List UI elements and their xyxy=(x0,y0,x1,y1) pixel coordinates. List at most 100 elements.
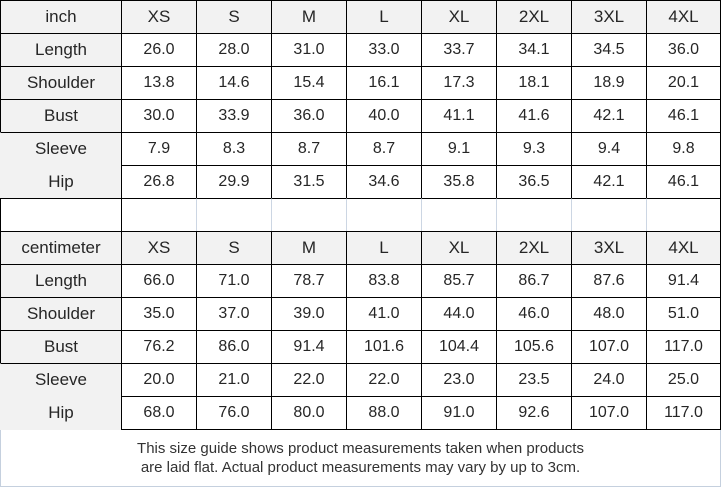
value-cell: 41.1 xyxy=(421,99,496,132)
value-cell: 107.0 xyxy=(571,330,646,363)
row-label-cell: Sleeve xyxy=(0,363,121,396)
size-header-cell: 2XL xyxy=(496,231,571,264)
note-line-2: are laid flat. Actual product measuremen… xyxy=(140,459,581,476)
measurement-row: Bust 76.2 86.0 91.4 101.6 104.4 105.6 107.0 117.… xyxy=(0,330,721,363)
value-cell: 8.7 xyxy=(271,132,346,165)
row-label-cell: Shoulder xyxy=(0,66,121,99)
size-header-cell: L xyxy=(346,231,421,264)
value-cell: 18.9 xyxy=(571,66,646,99)
value-cell: 85.7 xyxy=(421,264,496,297)
value-cell: 26.8 xyxy=(121,165,196,198)
spacer-cell xyxy=(271,198,346,231)
value-cell: 7.9 xyxy=(121,132,196,165)
value-cell: 21.0 xyxy=(196,363,271,396)
value-cell: 41.0 xyxy=(346,297,421,330)
value-cell: 68.0 xyxy=(121,396,196,430)
value-cell: 20.1 xyxy=(646,66,721,99)
value-cell: 91.4 xyxy=(271,330,346,363)
unit-header-row: inch XS S M L XL 2XL 3XL 4XL xyxy=(0,0,721,33)
value-cell: 40.0 xyxy=(346,99,421,132)
row-label-cell: Length xyxy=(0,33,121,66)
spacer-label-cell xyxy=(0,198,121,231)
size-header-cell: XS xyxy=(121,0,196,33)
value-cell: 34.5 xyxy=(571,33,646,66)
value-cell: 8.3 xyxy=(196,132,271,165)
size-header-cell: XL xyxy=(421,231,496,264)
value-cell: 9.1 xyxy=(421,132,496,165)
spacer-cell xyxy=(346,198,421,231)
value-cell: 20.0 xyxy=(121,363,196,396)
size-header-cell: 3XL xyxy=(571,0,646,33)
size-header-cell: XL xyxy=(421,0,496,33)
value-cell: 44.0 xyxy=(421,297,496,330)
value-cell: 86.7 xyxy=(496,264,571,297)
value-cell: 78.7 xyxy=(271,264,346,297)
size-guide-note: This size guide shows product measuremen… xyxy=(0,430,721,487)
unit-label-cell: inch xyxy=(0,0,121,33)
row-label-cell: Shoulder xyxy=(0,297,121,330)
value-cell: 46.1 xyxy=(646,165,721,198)
value-cell: 28.0 xyxy=(196,33,271,66)
size-header-cell: 2XL xyxy=(496,0,571,33)
spacer-row xyxy=(0,198,721,231)
size-header-cell: 4XL xyxy=(646,231,721,264)
size-header-cell: L xyxy=(346,0,421,33)
value-cell: 29.9 xyxy=(196,165,271,198)
spacer-cell xyxy=(121,198,196,231)
value-cell: 9.3 xyxy=(496,132,571,165)
value-cell: 91.0 xyxy=(421,396,496,430)
value-cell: 8.7 xyxy=(346,132,421,165)
row-label-cell: Sleeve xyxy=(0,132,121,165)
size-guide-table: inch XS S M L XL 2XL 3XL 4XL Length 26.0 28.0 31.0 33… xyxy=(0,0,721,430)
size-header-cell: 4XL xyxy=(646,0,721,33)
value-cell: 117.0 xyxy=(646,330,721,363)
spacer-cell xyxy=(646,198,721,231)
value-cell: 17.3 xyxy=(421,66,496,99)
size-header-cell: S xyxy=(196,0,271,33)
value-cell: 15.4 xyxy=(271,66,346,99)
value-cell: 35.0 xyxy=(121,297,196,330)
value-cell: 83.8 xyxy=(346,264,421,297)
value-cell: 34.1 xyxy=(496,33,571,66)
value-cell: 33.7 xyxy=(421,33,496,66)
measurement-row: Sleeve 7.9 8.3 8.7 8.7 9.1 9.3 9.4 9.8 xyxy=(0,132,721,165)
spacer-cell xyxy=(496,198,571,231)
row-label-cell: Hip xyxy=(0,396,121,430)
value-cell: 13.8 xyxy=(121,66,196,99)
value-cell: 14.6 xyxy=(196,66,271,99)
measurement-row: Sleeve 20.0 21.0 22.0 22.0 23.0 23.5 24.0 25.0 xyxy=(0,363,721,396)
value-cell: 16.1 xyxy=(346,66,421,99)
size-header-cell: M xyxy=(271,231,346,264)
value-cell: 33.0 xyxy=(346,33,421,66)
value-cell: 23.5 xyxy=(496,363,571,396)
unit-header-row: centimeter XS S M L XL 2XL 3XL 4XL xyxy=(0,231,721,264)
value-cell: 23.0 xyxy=(421,363,496,396)
value-cell: 33.9 xyxy=(196,99,271,132)
value-cell: 31.0 xyxy=(271,33,346,66)
size-header-cell: XS xyxy=(121,231,196,264)
value-cell: 30.0 xyxy=(121,99,196,132)
size-header-cell: S xyxy=(196,231,271,264)
value-cell: 71.0 xyxy=(196,264,271,297)
spacer-cell xyxy=(571,198,646,231)
row-label-cell: Bust xyxy=(0,330,121,363)
value-cell: 36.5 xyxy=(496,165,571,198)
row-label-cell: Bust xyxy=(0,99,121,132)
value-cell: 22.0 xyxy=(346,363,421,396)
value-cell: 41.6 xyxy=(496,99,571,132)
value-cell: 86.0 xyxy=(196,330,271,363)
value-cell: 31.5 xyxy=(271,165,346,198)
value-cell: 66.0 xyxy=(121,264,196,297)
value-cell: 35.8 xyxy=(421,165,496,198)
value-cell: 9.4 xyxy=(571,132,646,165)
value-cell: 117.0 xyxy=(646,396,721,430)
spacer-cell xyxy=(196,198,271,231)
value-cell: 46.0 xyxy=(496,297,571,330)
value-cell: 46.1 xyxy=(646,99,721,132)
spacer-cell xyxy=(421,198,496,231)
value-cell: 92.6 xyxy=(496,396,571,430)
value-cell: 25.0 xyxy=(646,363,721,396)
value-cell: 24.0 xyxy=(571,363,646,396)
measurement-row: Hip 26.8 29.9 31.5 34.6 35.8 36.5 42.1 46.1 xyxy=(0,165,721,198)
